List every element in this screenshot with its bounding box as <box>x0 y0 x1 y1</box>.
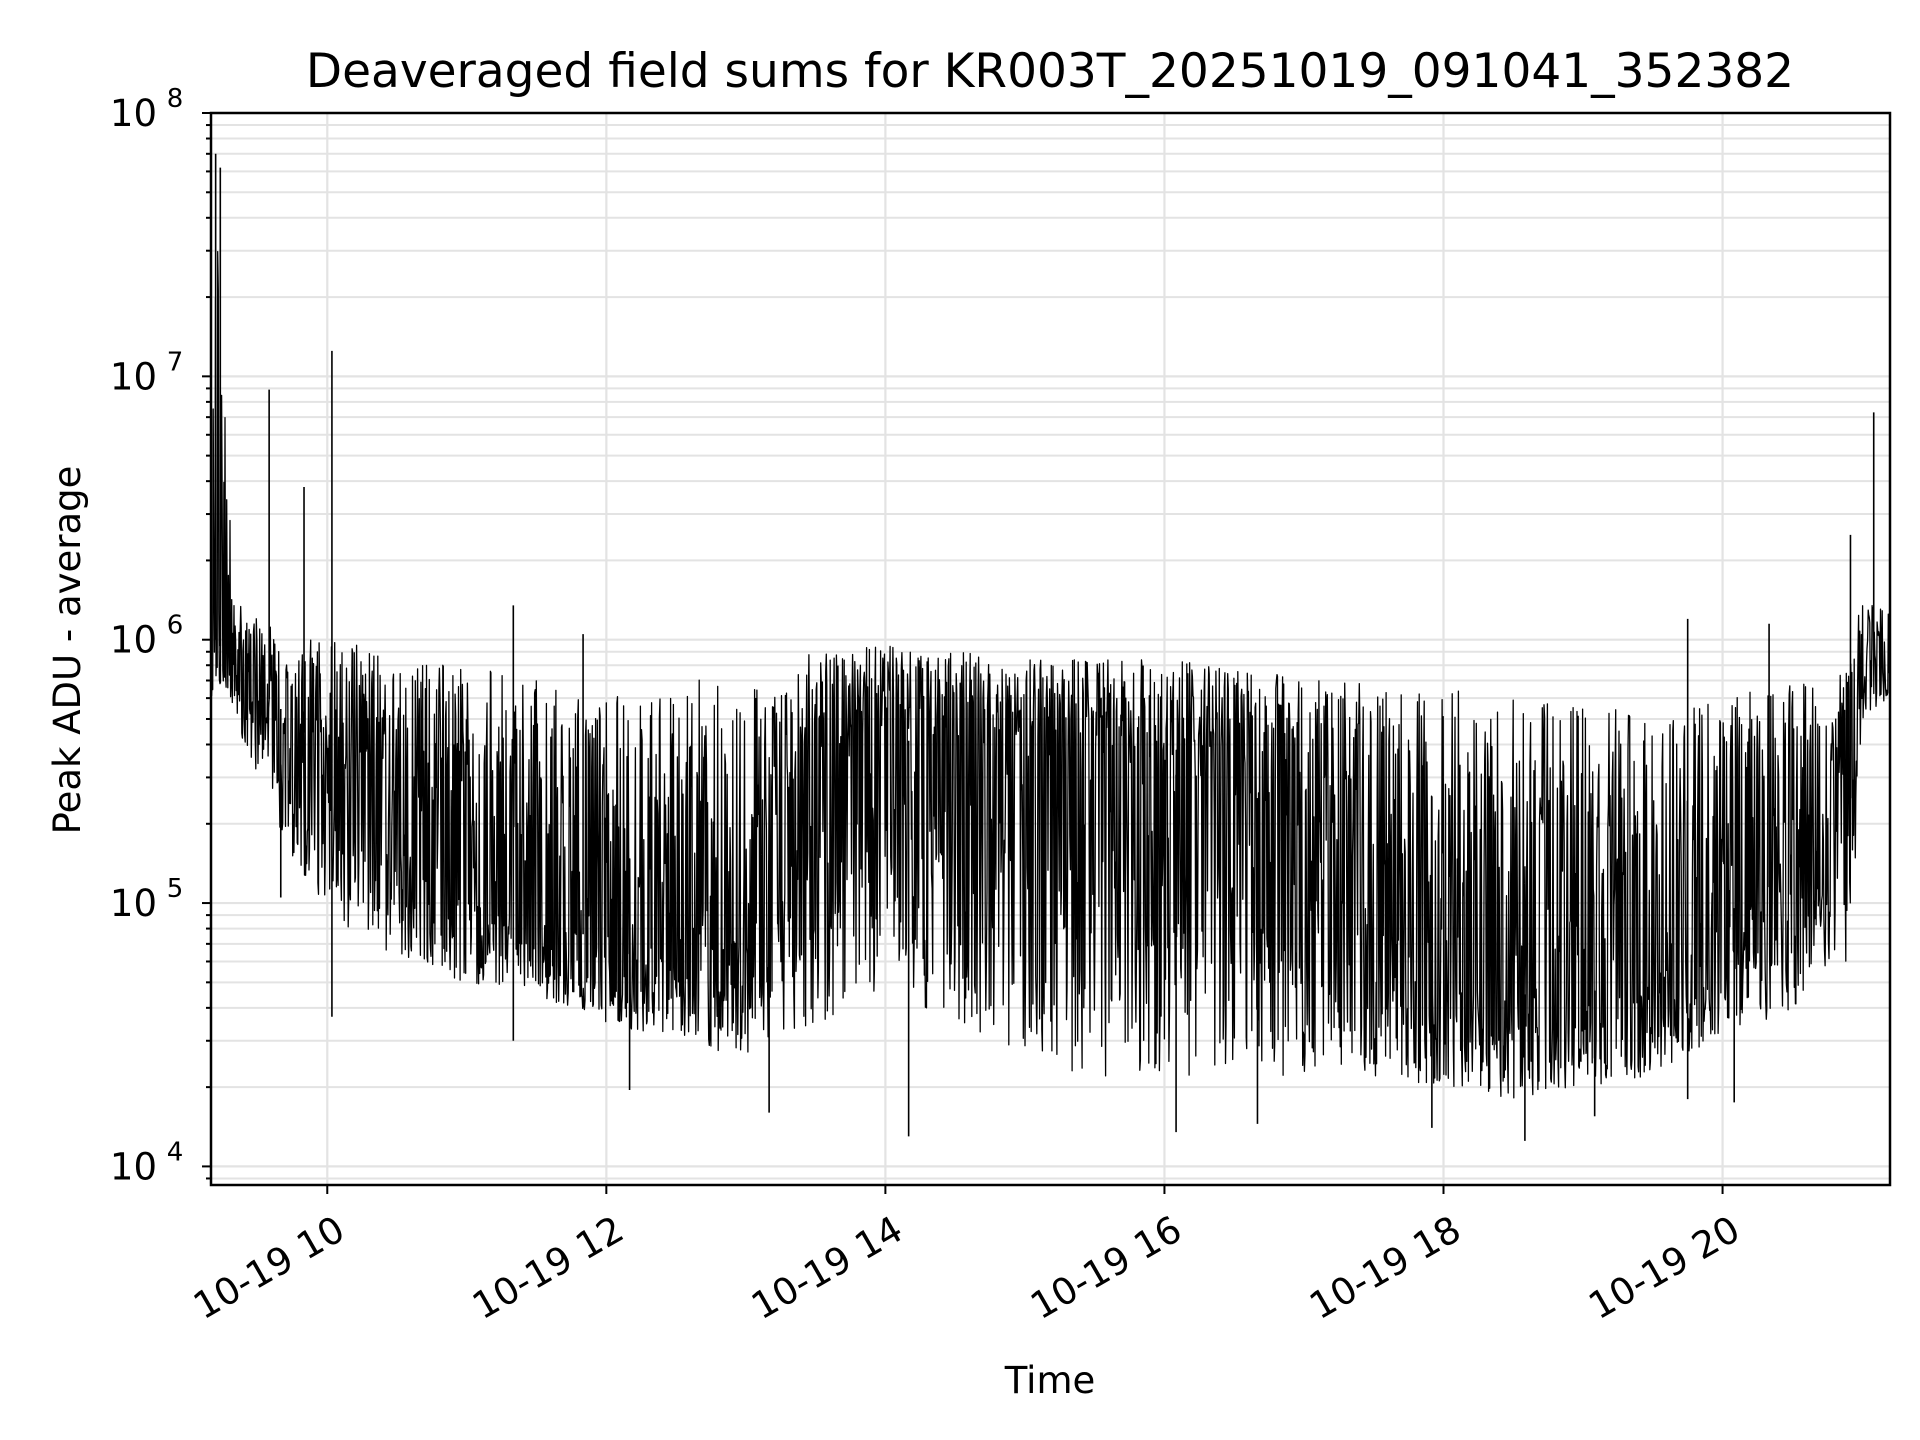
y-tick-exponent: 7 <box>167 347 184 377</box>
y-tick-exponent: 5 <box>167 874 184 904</box>
y-tick-exponent: 6 <box>167 611 184 641</box>
y-tick-label: 10 <box>110 619 157 662</box>
y-tick-label: 10 <box>110 92 157 135</box>
y-tick-exponent: 4 <box>167 1137 184 1167</box>
chart-title: Deaveraged field sums for KR003T_2025101… <box>306 44 1794 99</box>
series-line <box>210 250 1891 1099</box>
x-axis-label: Time <box>1004 1359 1096 1402</box>
axes-frame <box>209 111 1892 1187</box>
y-tick-exponent: 8 <box>167 84 184 114</box>
series-layer <box>210 153 1891 1141</box>
y-tick-label: 10 <box>110 355 157 398</box>
y-tick-label: 10 <box>110 1145 157 1188</box>
y-axis-label: Peak ADU - average <box>46 466 89 835</box>
y-tick-label: 10 <box>110 882 157 925</box>
